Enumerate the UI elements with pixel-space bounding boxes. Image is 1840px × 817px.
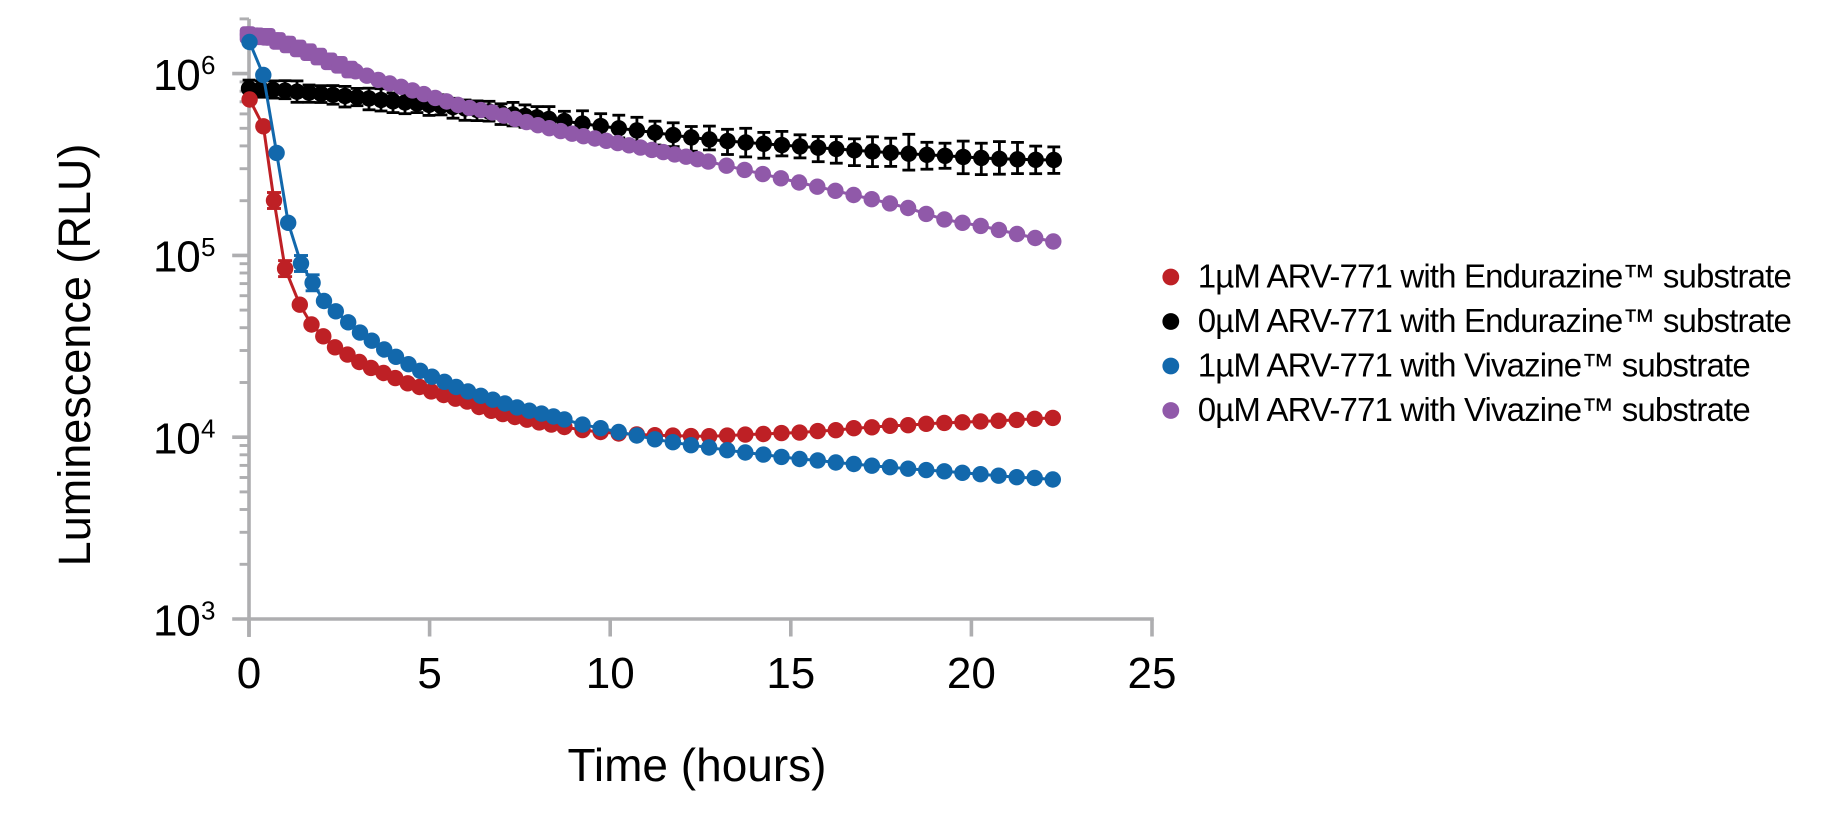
svg-text:0: 0 [237, 649, 261, 698]
svg-text:4: 4 [201, 414, 215, 444]
svg-text:10: 10 [586, 649, 635, 698]
svg-text:3: 3 [201, 596, 215, 626]
svg-text:0µM ARV-771 with Endurazine™ s: 0µM ARV-771 with Endurazine™ substrate [1198, 302, 1791, 339]
svg-text:0µM ARV-771 with Vivazine™ sub: 0µM ARV-771 with Vivazine™ substrate [1198, 391, 1750, 428]
svg-text:10: 10 [153, 415, 200, 464]
svg-text:1µM ARV-771 with Vivazine™ sub: 1µM ARV-771 with Vivazine™ substrate [1198, 347, 1750, 384]
svg-text:15: 15 [766, 649, 815, 698]
svg-text:Time (hours): Time (hours) [568, 739, 827, 791]
svg-text:1µM ARV-771 with Endurazine™ s: 1µM ARV-771 with Endurazine™ substrate [1198, 258, 1791, 295]
svg-text:5: 5 [201, 232, 215, 262]
svg-text:10: 10 [153, 596, 200, 645]
svg-text:5: 5 [417, 649, 441, 698]
svg-text:10: 10 [153, 51, 200, 100]
svg-text:10: 10 [153, 233, 200, 282]
svg-text:6: 6 [201, 50, 215, 80]
svg-text:Luminescence (RLU): Luminescence (RLU) [49, 144, 100, 567]
svg-text:20: 20 [947, 649, 996, 698]
svg-text:25: 25 [1128, 649, 1177, 698]
